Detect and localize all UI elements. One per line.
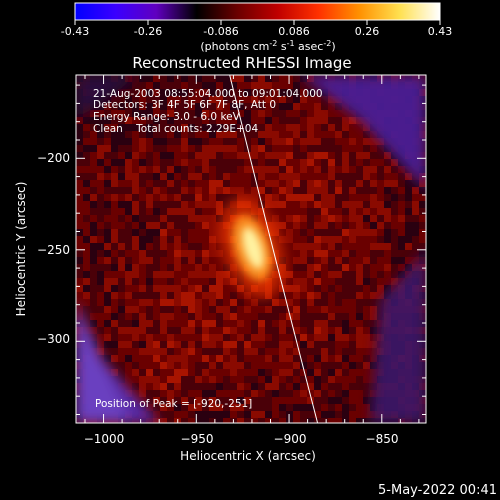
info-text: 21-Aug-2003 08:55:04.000 to 09:01:04.000… — [93, 88, 323, 135]
solar-limb-line — [229, 75, 319, 423]
peak-position-label: Position of Peak = [-920,-251] — [95, 398, 252, 410]
colorbar-tick-label: -0.43 — [61, 25, 89, 38]
colorbar-tick-label: 0.43 — [428, 25, 453, 38]
footer-timestamp: 5-May-2022 00:41 — [378, 483, 497, 498]
y-tick-label: −200 — [37, 151, 70, 165]
purple-corners — [76, 75, 426, 423]
colorbar-tick-label: 0.086 — [278, 25, 310, 38]
colorbar-gradient — [74, 2, 441, 21]
info-line: Clean Total counts: 2.29E+04 — [93, 123, 258, 135]
colorbar-tick-label: -0.26 — [134, 25, 162, 38]
x-axis-label: Heliocentric X (arcsec) — [180, 449, 316, 463]
y-axis-label: Heliocentric Y (arcsec) — [14, 182, 28, 317]
info-line: Energy Range: 3.0 - 6.0 keV — [93, 111, 241, 123]
colorbar-tick-label: -0.086 — [203, 25, 238, 38]
x-tick-label: −850 — [366, 432, 399, 446]
plot-title: Reconstructed RHESSI Image — [132, 54, 351, 72]
colorbar: -0.43 -0.26 -0.086 0.086 0.26 0.43 (phot… — [61, 2, 453, 53]
plot-frame — [75, 74, 427, 424]
colorbar-tick-label: 0.26 — [355, 25, 380, 38]
peak-glow — [219, 197, 285, 299]
axis-ticks — [76, 75, 426, 423]
colorbar-ticks — [74, 20, 441, 25]
rhessi-image — [76, 75, 426, 423]
x-tick-label: −1000 — [84, 432, 125, 446]
colorbar-unit-label: (photons cm-2 s-1 asec-2) — [200, 39, 335, 53]
info-line: 21-Aug-2003 08:55:04.000 to 09:01:04.000 — [93, 88, 323, 100]
x-tick-label: −950 — [181, 432, 214, 446]
x-tick-label: −900 — [274, 432, 307, 446]
info-line: Detectors: 3F 4F 5F 6F 7F 8F, Att 0 — [93, 99, 276, 111]
y-tick-label: −300 — [37, 332, 70, 346]
y-tick-label: −250 — [37, 243, 70, 257]
